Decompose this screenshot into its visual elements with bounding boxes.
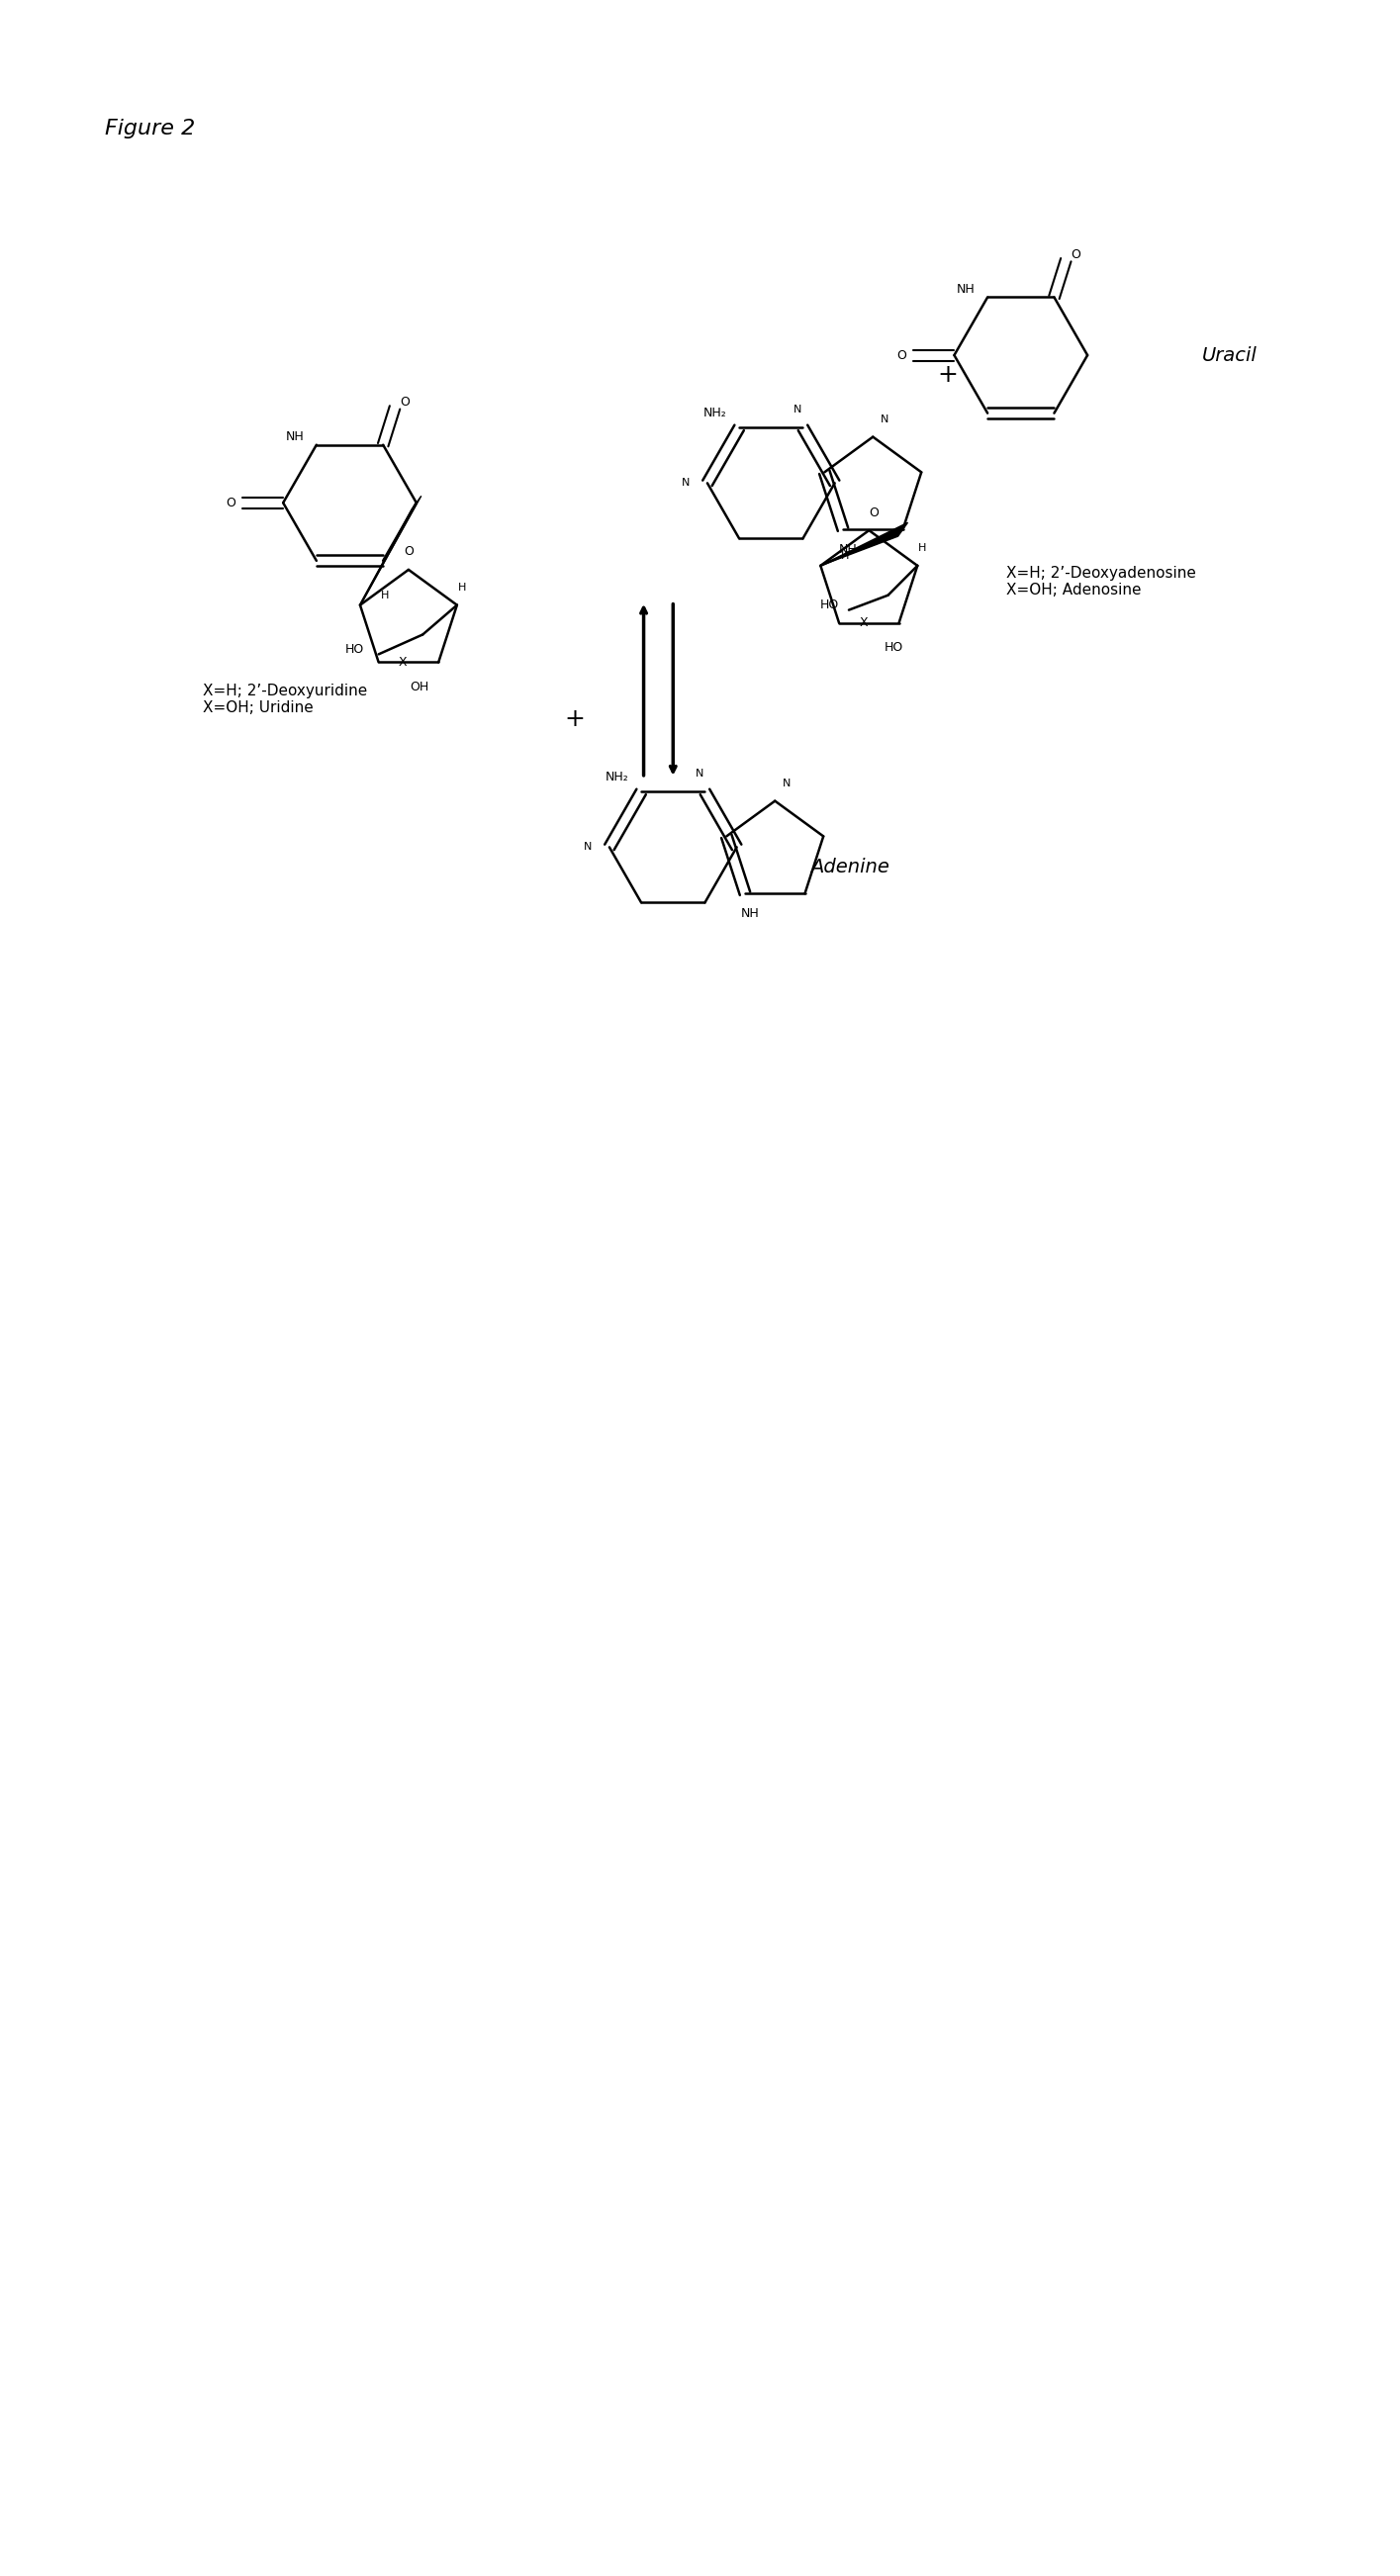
Text: H: H xyxy=(841,551,850,562)
Text: O: O xyxy=(225,497,235,510)
Text: NH₂: NH₂ xyxy=(703,407,727,420)
Text: Figure 2: Figure 2 xyxy=(105,118,195,139)
Text: +: + xyxy=(937,363,958,386)
Text: N: N xyxy=(783,778,791,788)
Text: NH₂: NH₂ xyxy=(605,770,629,783)
Text: N: N xyxy=(696,770,704,778)
Text: NH: NH xyxy=(741,907,759,920)
Text: +: + xyxy=(564,708,585,732)
Text: H: H xyxy=(381,590,389,600)
Text: O: O xyxy=(869,507,879,518)
Text: OH: OH xyxy=(409,680,428,693)
Text: H: H xyxy=(458,582,466,592)
Polygon shape xyxy=(820,523,907,567)
Text: N: N xyxy=(682,479,690,487)
Text: X: X xyxy=(860,616,868,629)
Text: H: H xyxy=(918,544,927,554)
Text: X=H; 2’-Deoxyuridine
X=OH; Uridine: X=H; 2’-Deoxyuridine X=OH; Uridine xyxy=(203,683,367,716)
Text: HO: HO xyxy=(344,644,364,657)
Text: O: O xyxy=(896,348,906,361)
Text: NH: NH xyxy=(839,544,857,556)
Text: O: O xyxy=(403,546,413,559)
Text: N: N xyxy=(794,404,802,415)
Text: O: O xyxy=(400,397,410,410)
Text: HO: HO xyxy=(885,641,903,654)
Text: NH: NH xyxy=(286,430,304,443)
Text: Adenine: Adenine xyxy=(811,858,889,876)
Text: N: N xyxy=(881,415,889,425)
Text: NH: NH xyxy=(956,283,976,296)
Text: O: O xyxy=(1071,247,1081,260)
Text: HO: HO xyxy=(820,598,839,611)
Text: X=H; 2’-Deoxyadenosine
X=OH; Adenosine: X=H; 2’-Deoxyadenosine X=OH; Adenosine xyxy=(1007,567,1196,598)
Polygon shape xyxy=(360,497,421,605)
Text: N: N xyxy=(584,842,592,853)
Text: Uracil: Uracil xyxy=(1203,345,1257,366)
Text: X: X xyxy=(399,657,407,670)
